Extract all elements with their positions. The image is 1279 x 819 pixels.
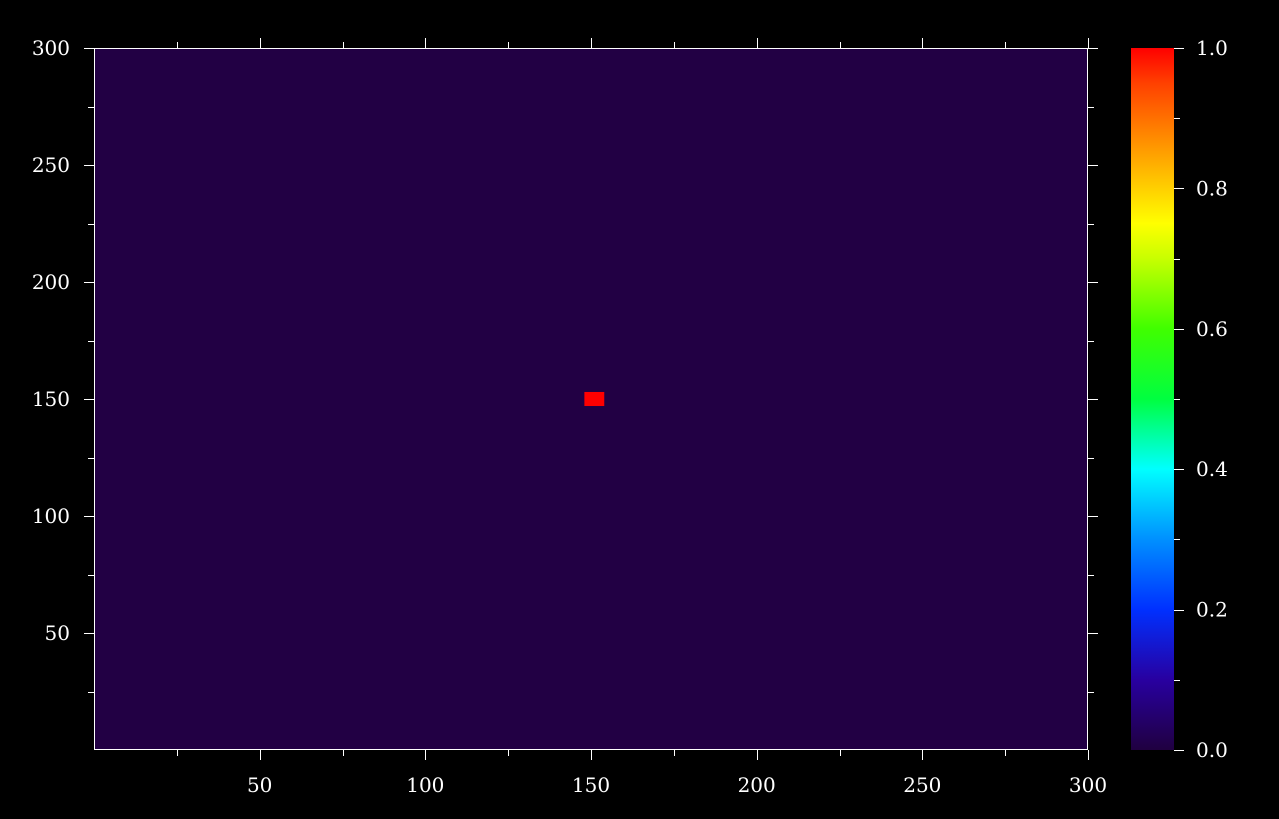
y-tick-label: 200 xyxy=(32,270,70,294)
colorbar-tick-label: 0.4 xyxy=(1196,457,1228,481)
x-tick-label: 150 xyxy=(572,773,610,797)
hotspot-layer xyxy=(584,391,605,407)
colorbar-tick-label: 0.0 xyxy=(1196,738,1228,762)
y-tick-label: 150 xyxy=(32,387,70,411)
y-axis: 50 100 150 200 250 300 xyxy=(32,36,1098,693)
y-tick-label: 300 xyxy=(32,36,70,60)
x-tick-label: 200 xyxy=(738,773,776,797)
colorbar-axis: 0.0 0.2 0.4 0.6 0.8 1.0 xyxy=(1174,36,1228,762)
colorbar xyxy=(1131,48,1174,750)
colorbar-tick-label: 0.8 xyxy=(1196,176,1228,200)
x-tick-label: 300 xyxy=(1069,773,1107,797)
y-tick-label: 100 xyxy=(32,504,70,528)
colorbar-tick-label: 1.0 xyxy=(1196,36,1228,60)
y-tick-label: 50 xyxy=(45,621,70,645)
heatmap-hotspot xyxy=(584,391,605,407)
colorbar-tick-label: 0.6 xyxy=(1196,317,1228,341)
colorbar-tick-label: 0.2 xyxy=(1196,598,1228,622)
plot-frame xyxy=(94,48,1088,750)
x-tick-label: 250 xyxy=(903,773,941,797)
y-tick-label: 250 xyxy=(32,153,70,177)
x-tick-label: 100 xyxy=(406,773,444,797)
x-tick-label: 50 xyxy=(247,773,272,797)
x-axis: 50 100 150 200 250 300 xyxy=(177,38,1107,797)
